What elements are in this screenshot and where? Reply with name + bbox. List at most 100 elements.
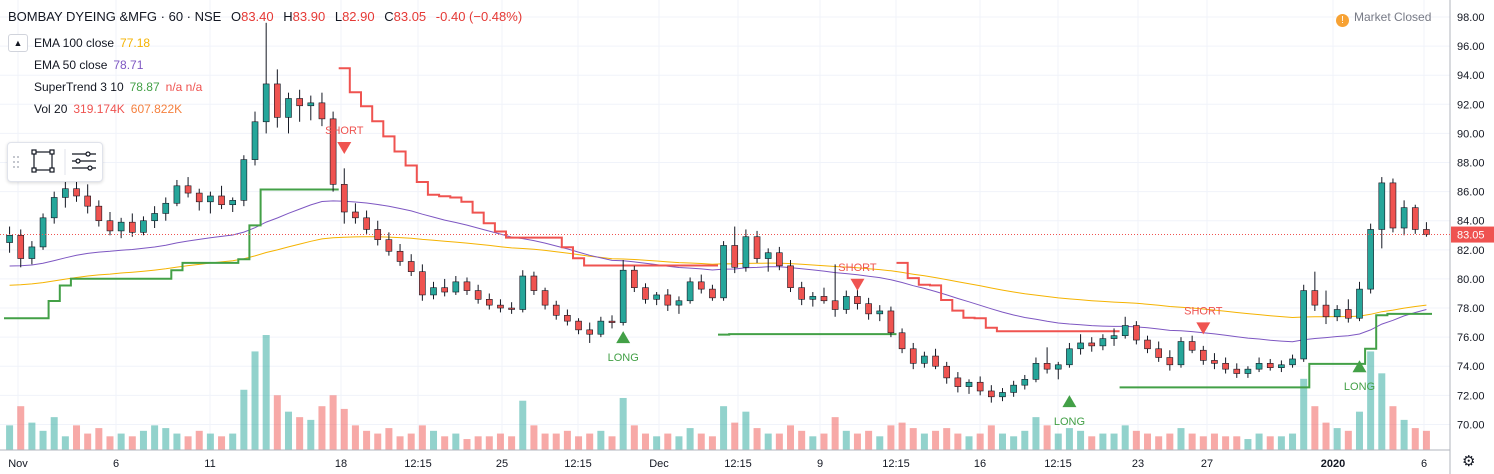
volume-bar — [1300, 378, 1308, 450]
symbol-title[interactable]: BOMBAY DYEING &MFG · 60 · NSE — [8, 9, 222, 24]
volume-bar — [1155, 436, 1163, 450]
candle-body — [854, 296, 861, 304]
y-tick-label: 74.00 — [1457, 361, 1485, 373]
volume-bar — [307, 419, 315, 450]
volume-bar — [117, 433, 125, 450]
volume-bar — [1222, 436, 1230, 450]
volume-bar — [753, 428, 761, 450]
candle — [340, 168, 348, 224]
candle-body — [1032, 363, 1040, 380]
settings-lines-icon[interactable] — [72, 151, 96, 171]
legend-ema100[interactable]: EMA 100 close 77.18 — [8, 32, 202, 54]
y-tick-label: 70.00 — [1457, 419, 1485, 431]
candle-body — [285, 98, 292, 118]
candle — [396, 244, 404, 266]
candle — [1188, 335, 1196, 354]
candle-body — [1088, 342, 1096, 347]
legend-collapse-button[interactable]: ▲ — [8, 34, 28, 52]
volume-bar — [39, 430, 47, 450]
candle-body — [251, 121, 259, 160]
candle-body — [787, 265, 794, 288]
candle — [6, 226, 13, 253]
candle-body — [753, 236, 761, 259]
y-tick-label: 88.00 — [1457, 158, 1485, 170]
drag-handle-icon[interactable] — [13, 156, 19, 168]
volume-bar — [463, 439, 471, 450]
candle — [173, 179, 181, 207]
candle-body — [485, 299, 493, 306]
volume-bar — [541, 433, 549, 450]
market-status[interactable]: ! Market Closed — [1336, 10, 1431, 27]
volume-bar — [329, 395, 337, 450]
candle-body — [1278, 364, 1285, 368]
rectangle-select-icon[interactable] — [31, 149, 55, 173]
candle — [352, 203, 359, 224]
open-value: 83.40 — [241, 9, 274, 24]
candle-body — [229, 200, 237, 206]
long-arrow-icon — [616, 331, 631, 344]
candle — [441, 278, 448, 297]
volume-bar — [686, 428, 694, 450]
candle — [1133, 321, 1140, 345]
candle — [407, 254, 415, 277]
candle-body — [441, 287, 448, 293]
signal-label: SHORT — [325, 125, 364, 137]
candle-body — [709, 288, 716, 299]
candle-body — [117, 221, 125, 232]
volume-bar — [1277, 436, 1285, 450]
y-tick-label: 78.00 — [1457, 303, 1485, 315]
volume-bar — [351, 425, 359, 450]
candle — [586, 322, 594, 343]
candle — [731, 226, 739, 274]
legend-supertrend[interactable]: SuperTrend 3 10 78.87 n/a n/a — [8, 76, 202, 98]
candle-body — [207, 195, 214, 203]
long-signal: LONG — [608, 331, 639, 364]
candle-body — [965, 381, 973, 387]
candle-body — [374, 229, 382, 240]
candle — [1077, 334, 1084, 355]
x-tick-label: 11 — [204, 458, 215, 470]
volume-bar — [508, 436, 516, 450]
ema-50-line — [9, 200, 1427, 343]
candle-body — [1378, 182, 1386, 230]
volume-bar — [853, 433, 861, 450]
volume-bar — [519, 400, 527, 450]
legend-value: 78.71 — [113, 58, 144, 72]
candle-body — [396, 250, 404, 262]
candle — [865, 297, 872, 320]
candle — [1266, 358, 1274, 371]
candle-body — [564, 315, 571, 322]
legend-volume[interactable]: Vol 20 319.174K 607.822K — [8, 98, 202, 120]
legend-value: 77.18 — [120, 36, 151, 50]
volume-bar — [987, 425, 995, 450]
volume-bar — [6, 425, 14, 450]
candle — [898, 328, 906, 354]
candle-body — [430, 287, 437, 296]
candle-body — [474, 290, 482, 300]
candle-body — [106, 220, 114, 232]
candle-body — [1400, 207, 1408, 229]
y-tick-label: 80.00 — [1457, 274, 1485, 286]
candle-body — [865, 303, 872, 315]
candle-body — [1322, 304, 1330, 318]
candle-body — [976, 381, 984, 392]
candle — [508, 302, 515, 314]
candle-body — [1021, 379, 1029, 386]
last-price-label: 83.05 — [1457, 230, 1485, 242]
x-tick-label: 12:15 — [404, 458, 432, 470]
candle — [1166, 350, 1174, 371]
volume-bar — [775, 433, 783, 450]
volume-bar — [1144, 433, 1152, 450]
candle — [798, 281, 805, 306]
legend-ema50[interactable]: EMA 50 close 78.71 — [8, 54, 202, 76]
volume-bar — [731, 422, 739, 450]
candle-body — [1244, 368, 1252, 374]
x-tick-label: 12:15 — [882, 458, 910, 470]
volume-bar — [831, 417, 839, 450]
legend-extra-value: n/a n/a — [165, 80, 203, 94]
gear-icon[interactable]: ⚙ — [1462, 453, 1476, 470]
volume-bar — [1255, 433, 1263, 450]
volume-bar — [1088, 436, 1096, 450]
volume-bar — [1043, 425, 1051, 450]
